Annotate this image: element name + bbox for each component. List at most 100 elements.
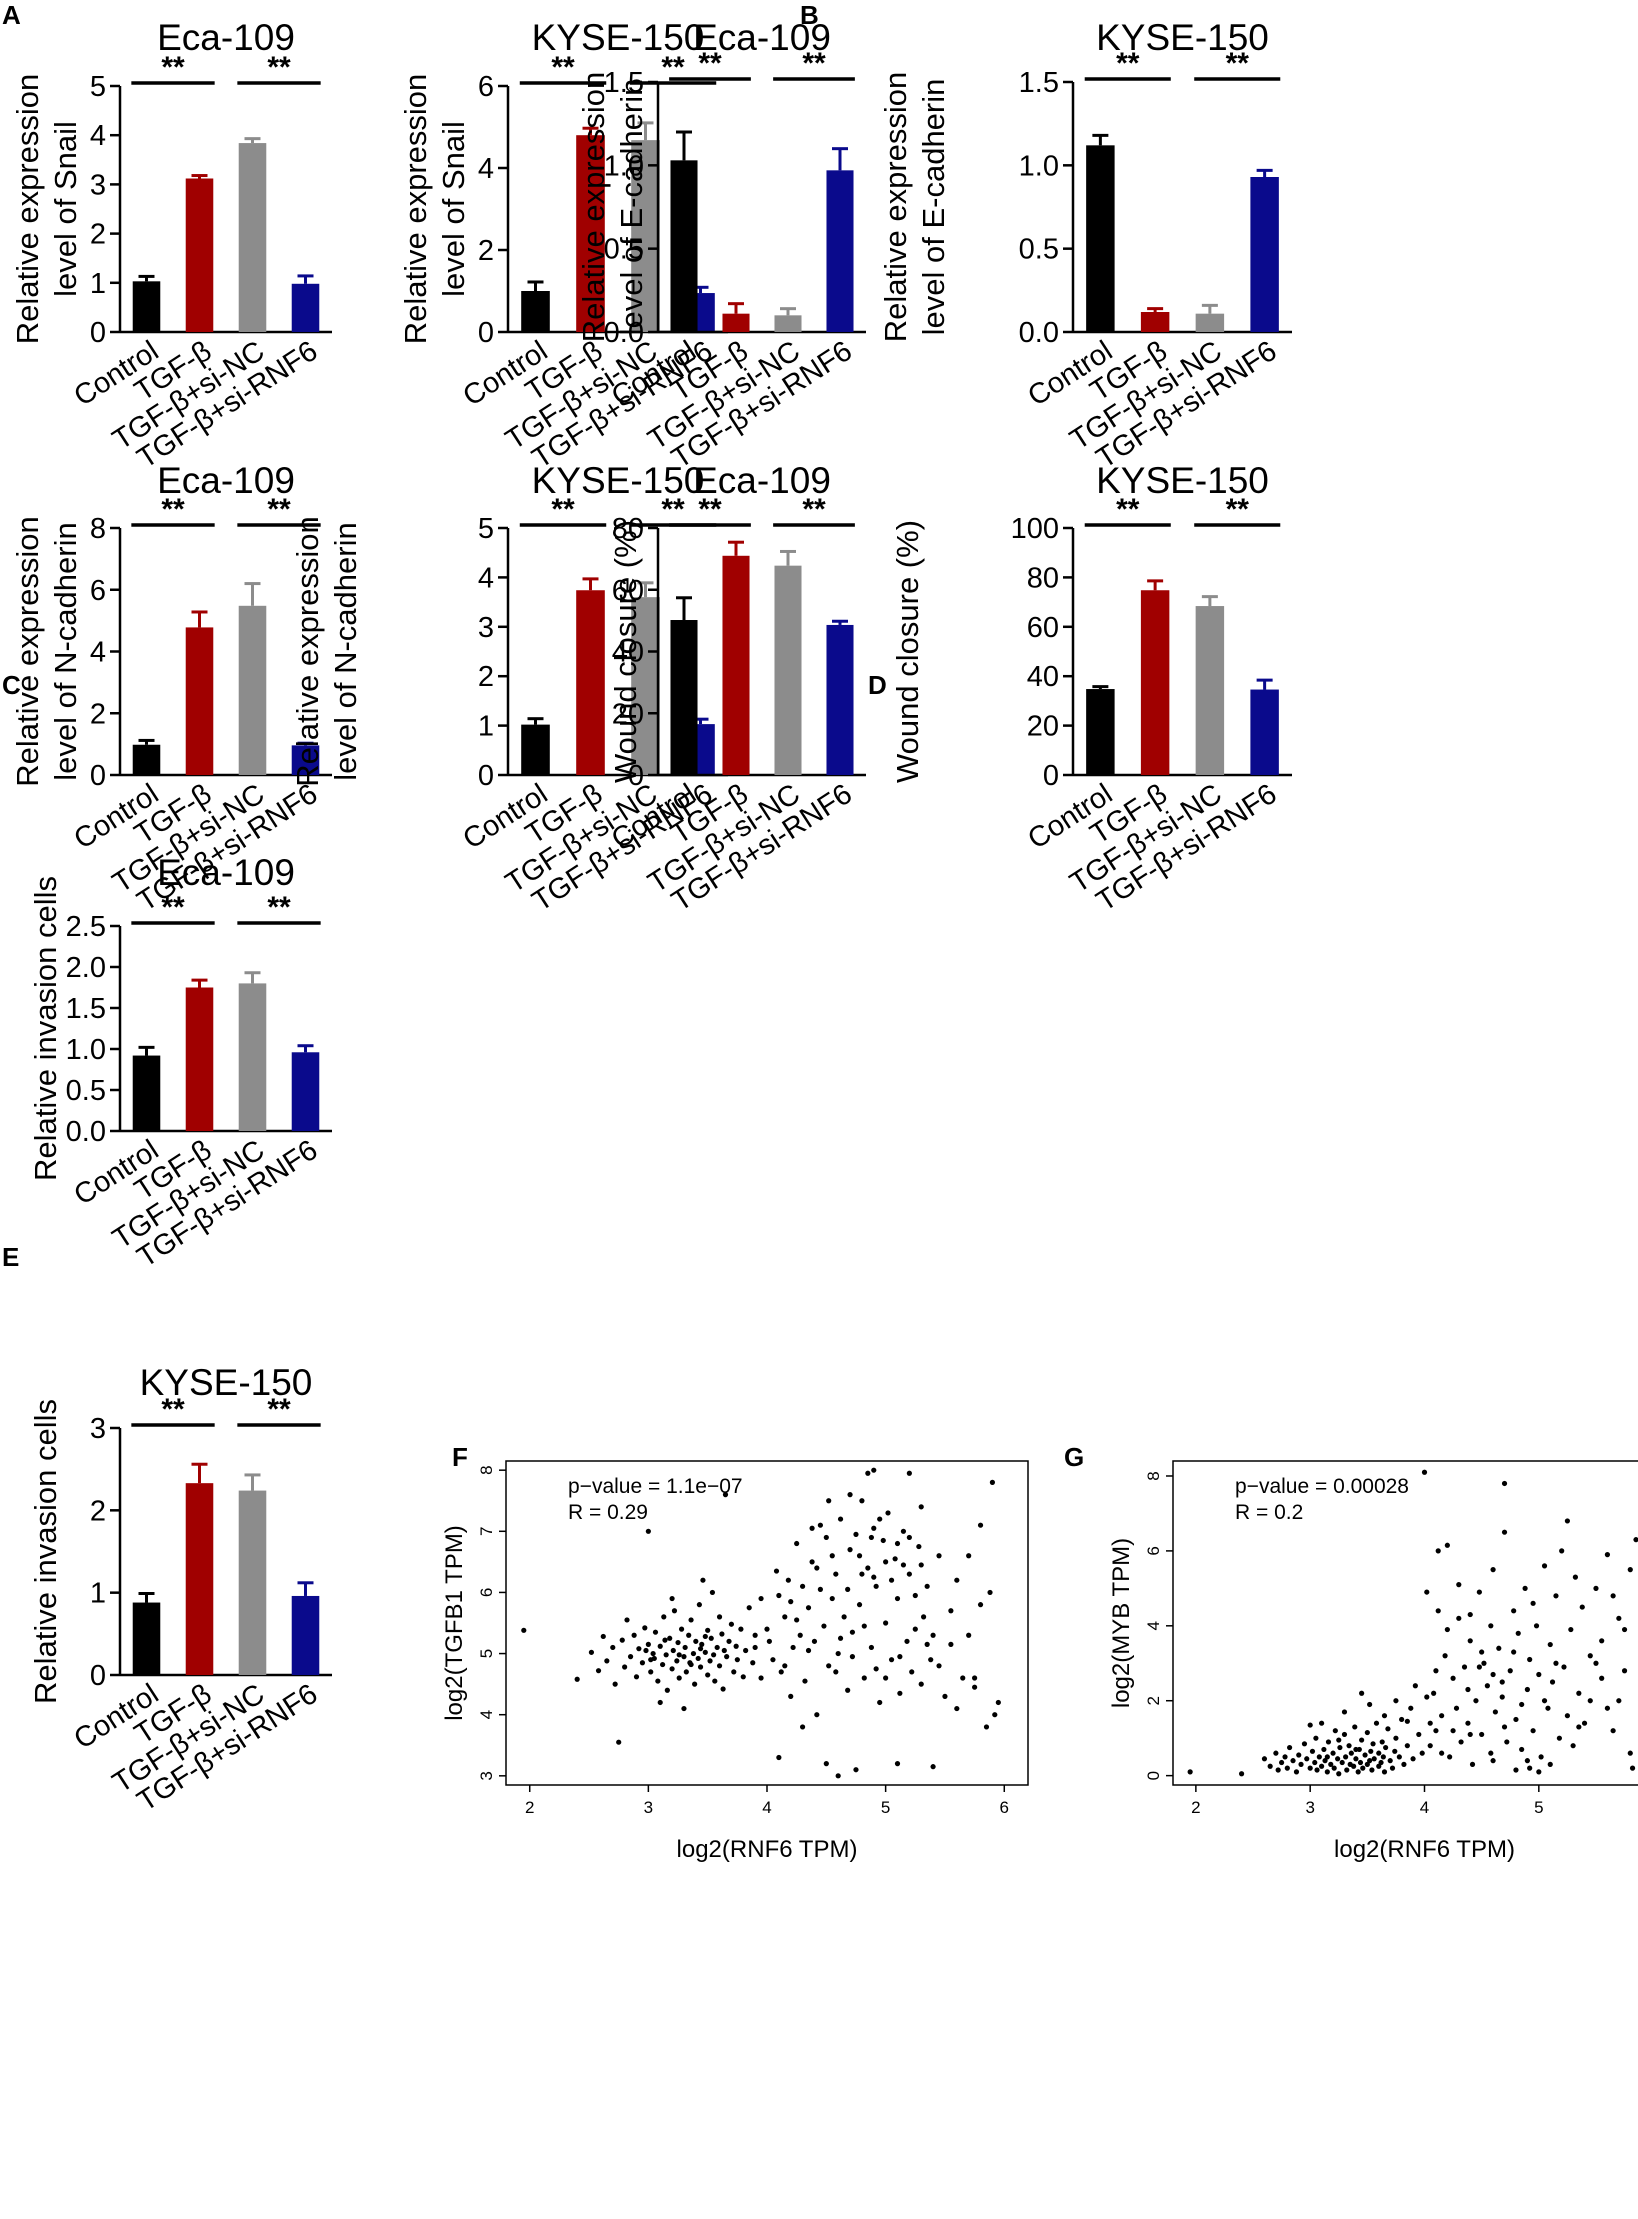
scatter-point: [794, 1617, 800, 1623]
scatter-point: [1433, 1728, 1439, 1734]
scatter-point: [624, 1617, 630, 1623]
chart-g: 2345602468log2(RNF6 TPM)log2(MYB TPM)p−v…: [1108, 1460, 1638, 1863]
scatter-point: [873, 1583, 879, 1589]
scatter-point: [1312, 1759, 1318, 1766]
scatter-point: [853, 1767, 859, 1773]
bar-1: [576, 590, 605, 775]
scatter-point: [669, 1666, 675, 1672]
scatter-point: [814, 1565, 820, 1571]
scatter-point: [859, 1571, 865, 1577]
y-tick-label: 3: [478, 612, 494, 644]
panel-letter-f: F: [452, 1442, 468, 1472]
scatter-point: [1488, 1623, 1494, 1629]
bar-0: [132, 281, 161, 332]
scatter-point: [1442, 1653, 1448, 1659]
scatter-point: [712, 1678, 718, 1684]
scatter-point: [861, 1675, 867, 1681]
scatter-point: [633, 1674, 640, 1680]
scatter-point: [865, 1470, 871, 1476]
scatter-point: [662, 1637, 668, 1643]
scatter-point: [880, 1537, 886, 1544]
significance-label-1: **: [1226, 47, 1250, 80]
scatter-point: [1336, 1771, 1342, 1777]
significance-label-0: **: [161, 51, 185, 84]
chart-title: Eca-109: [157, 852, 295, 893]
panel-letter-b: B: [800, 0, 819, 30]
scatter-point: [773, 1568, 780, 1574]
scatter-point: [868, 1534, 875, 1541]
scatter-point: [1501, 1724, 1508, 1730]
bar-2: [238, 605, 267, 775]
scatter-point: [861, 1623, 867, 1629]
scatter-point: [1484, 1683, 1490, 1689]
scatter-point: [849, 1654, 856, 1660]
scatter-point: [642, 1625, 648, 1631]
y-tick-label: 0: [1043, 760, 1059, 792]
bar-3: [291, 745, 320, 775]
scatter-point: [1341, 1709, 1348, 1715]
y-tick-label: 1.5: [1019, 67, 1059, 99]
scatter-point: [1324, 1769, 1330, 1775]
scatter-point: [966, 1632, 972, 1638]
scatter-point: [1593, 1585, 1599, 1591]
scatter-point: [1616, 1698, 1622, 1704]
scatter-point: [1536, 1671, 1542, 1678]
scatter-point: [1456, 1582, 1462, 1588]
scatter-point: [954, 1705, 960, 1712]
scatter-point: [1545, 1705, 1551, 1711]
scatter-point: [1461, 1664, 1468, 1670]
y-tick-label: 2: [90, 698, 106, 730]
significance-label-0: **: [161, 891, 185, 924]
y-tick-label: 5: [90, 71, 106, 103]
scatter-point: [788, 1693, 794, 1699]
bar-0: [521, 291, 550, 332]
scatter-point: [930, 1632, 936, 1638]
scatter-point: [664, 1687, 670, 1693]
scatter-point: [877, 1699, 883, 1706]
y-tick-label: 3: [90, 1413, 106, 1445]
scatter-point: [814, 1712, 820, 1718]
scatter-point: [1561, 1664, 1567, 1670]
bar-1: [1140, 312, 1170, 332]
scatter-point: [1447, 1754, 1453, 1760]
scatter-point: [716, 1663, 723, 1669]
scatter-point: [1490, 1671, 1496, 1678]
scatter-point: [992, 1712, 998, 1718]
scatter-point: [1376, 1750, 1382, 1756]
y-axis-label-line-2: level of Snail: [48, 121, 83, 297]
scatter-point: [805, 1605, 812, 1611]
scatter-point: [885, 1510, 891, 1516]
scatter-point: [1404, 1743, 1410, 1749]
panel-letter-e: E: [2, 1242, 19, 1272]
scatter-point: [1627, 1750, 1633, 1756]
scatter-point: [1313, 1735, 1319, 1741]
scatter-point: [1393, 1735, 1399, 1741]
scatter-point: [1316, 1754, 1322, 1760]
bar-2: [238, 1490, 267, 1675]
scatter-point: [1324, 1754, 1330, 1760]
scatter-point: [1444, 1542, 1450, 1548]
scatter-point: [894, 1595, 901, 1602]
scatter-point: [1427, 1720, 1433, 1726]
scatter-point: [719, 1631, 725, 1637]
scatter-point: [660, 1661, 666, 1668]
scatter-point: [1439, 1713, 1445, 1719]
scatter-point: [720, 1686, 726, 1692]
scatter-point: [1290, 1758, 1296, 1764]
scatter-point: [1572, 1574, 1578, 1580]
y-axis-label-line-1: Relative expression: [576, 72, 611, 343]
scatter-point: [797, 1632, 803, 1638]
scatter-point: [1368, 1748, 1374, 1754]
scatter-point: [966, 1553, 972, 1559]
scatter-point: [1629, 1765, 1636, 1771]
scatter-point: [705, 1627, 711, 1633]
significance-label-0: **: [551, 493, 575, 526]
scatter-point: [1465, 1686, 1471, 1693]
scatter-point: [1267, 1763, 1273, 1769]
bar-1: [722, 555, 750, 775]
scatter-point: [837, 1635, 844, 1641]
scatter-point: [1357, 1759, 1364, 1766]
scatter-point: [1553, 1660, 1559, 1666]
scatter-point: [817, 1522, 823, 1528]
